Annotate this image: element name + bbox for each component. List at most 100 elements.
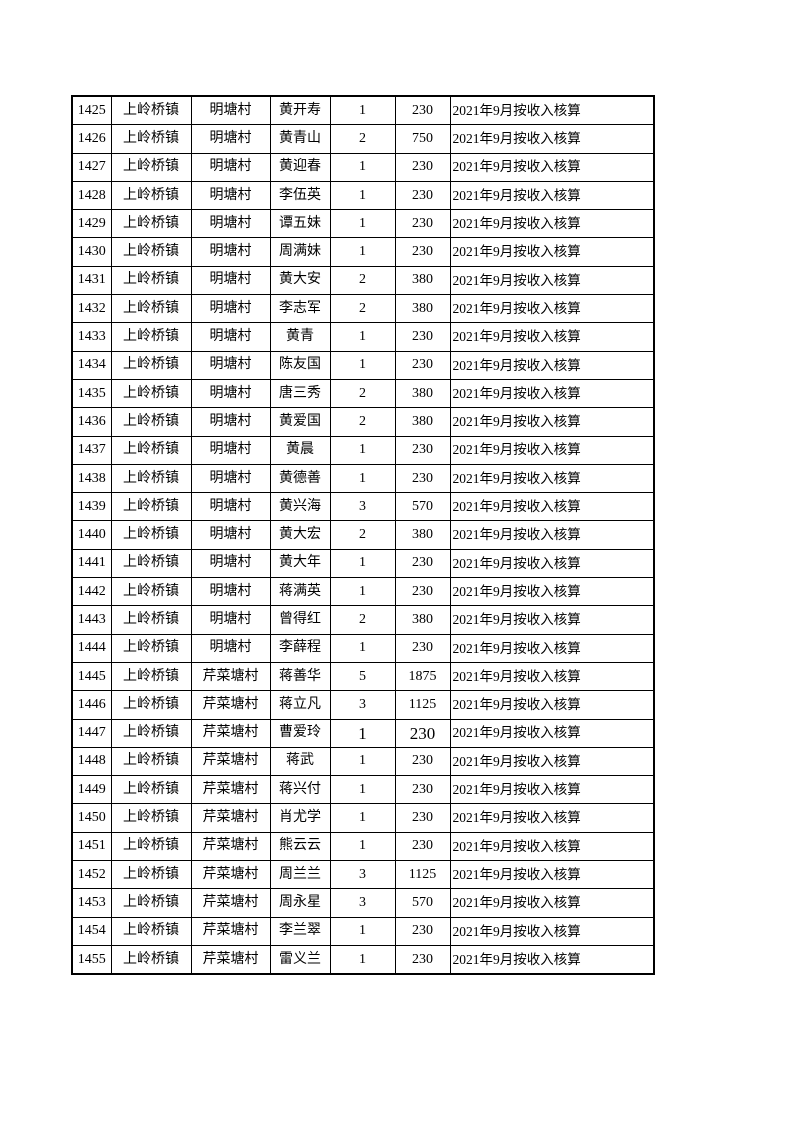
- cell-count: 1: [329, 463, 396, 494]
- cell-village: 明塘村: [190, 180, 271, 211]
- cell-town: 上岭桥镇: [110, 237, 192, 267]
- cell-count: 2: [329, 265, 396, 296]
- cell-village: 明塘村: [190, 95, 271, 126]
- table-row: 1437 上岭桥镇 明塘村 黄晨 1 230 2021年9月按收入核算: [71, 435, 655, 465]
- table-row: 1450 上岭桥镇 芹菜塘村 肖尤学 1 230 2021年9月按收入核算: [71, 803, 655, 833]
- cell-name: 蒋兴付: [269, 775, 331, 805]
- cell-name: 蒋武: [269, 746, 331, 777]
- table-row: 1440 上岭桥镇 明塘村 黄大宏 2 380 2021年9月按收入核算: [71, 520, 655, 550]
- cell-town: 上岭桥镇: [110, 265, 192, 296]
- cell-name: 蒋立凡: [269, 690, 331, 720]
- cell-village: 芹菜塘村: [190, 803, 271, 833]
- cell-note: 2021年9月按收入核算: [449, 888, 655, 918]
- table-row: 1432 上岭桥镇 明塘村 李志军 2 380 2021年9月按收入核算: [71, 294, 655, 324]
- cell-amount: 230: [394, 435, 451, 465]
- cell-name: 黄大年: [269, 548, 331, 579]
- cell-id: 1453: [71, 888, 112, 918]
- cell-id: 1450: [71, 803, 112, 833]
- cell-name: 黄晨: [269, 435, 331, 465]
- cell-amount: 570: [394, 492, 451, 522]
- cell-town: 上岭桥镇: [110, 350, 192, 380]
- cell-id: 1454: [71, 916, 112, 946]
- cell-amount: 230: [394, 803, 451, 833]
- cell-town: 上岭桥镇: [110, 520, 192, 550]
- cell-count: 3: [329, 492, 396, 522]
- cell-amount: 230: [394, 180, 451, 211]
- cell-note: 2021年9月按收入核算: [449, 378, 655, 409]
- cell-amount: 230: [394, 152, 451, 182]
- cell-note: 2021年9月按收入核算: [449, 350, 655, 380]
- cell-village: 明塘村: [190, 237, 271, 267]
- cell-note: 2021年9月按收入核算: [449, 831, 655, 862]
- cell-id: 1426: [71, 124, 112, 154]
- cell-town: 上岭桥镇: [110, 860, 192, 890]
- cell-town: 上岭桥镇: [110, 180, 192, 211]
- cell-id: 1439: [71, 492, 112, 522]
- cell-village: 明塘村: [190, 322, 271, 352]
- cell-note: 2021年9月按收入核算: [449, 605, 655, 635]
- cell-note: 2021年9月按收入核算: [449, 520, 655, 550]
- cell-count: 2: [329, 520, 396, 550]
- cell-count: 1: [329, 548, 396, 579]
- cell-village: 芹菜塘村: [190, 775, 271, 805]
- cell-village: 芹菜塘村: [190, 661, 271, 692]
- cell-name: 唐三秀: [269, 378, 331, 409]
- cell-count: 1: [329, 633, 396, 663]
- cell-name: 李伍英: [269, 180, 331, 211]
- cell-village: 芹菜塘村: [190, 860, 271, 890]
- cell-note: 2021年9月按收入核算: [449, 152, 655, 182]
- table-row: 1453 上岭桥镇 芹菜塘村 周永星 3 570 2021年9月按收入核算: [71, 888, 655, 918]
- cell-count: 1: [329, 718, 396, 748]
- cell-id: 1433: [71, 322, 112, 352]
- cell-amount: 230: [394, 577, 451, 607]
- cell-village: 明塘村: [190, 294, 271, 324]
- cell-note: 2021年9月按收入核算: [449, 209, 655, 239]
- cell-note: 2021年9月按收入核算: [449, 775, 655, 805]
- cell-name: 周兰兰: [269, 860, 331, 890]
- cell-amount: 230: [394, 916, 451, 946]
- cell-village: 明塘村: [190, 435, 271, 465]
- cell-amount: 230: [394, 209, 451, 239]
- cell-town: 上岭桥镇: [110, 888, 192, 918]
- cell-village: 明塘村: [190, 577, 271, 607]
- cell-amount: 230: [394, 746, 451, 777]
- cell-name: 黄青山: [269, 124, 331, 154]
- cell-note: 2021年9月按收入核算: [449, 633, 655, 663]
- cell-amount: 230: [394, 548, 451, 579]
- cell-count: 3: [329, 860, 396, 890]
- cell-count: 1: [329, 775, 396, 805]
- table-row: 1447 上岭桥镇 芹菜塘村 曹爱玲 1 230 2021年9月按收入核算: [71, 718, 655, 748]
- cell-id: 1449: [71, 775, 112, 805]
- cell-amount: 230: [394, 831, 451, 862]
- cell-name: 谭五妹: [269, 209, 331, 239]
- cell-village: 明塘村: [190, 152, 271, 182]
- cell-town: 上岭桥镇: [110, 944, 192, 975]
- cell-name: 黄迎春: [269, 152, 331, 182]
- cell-id: 1443: [71, 605, 112, 635]
- cell-amount: 380: [394, 605, 451, 635]
- cell-village: 明塘村: [190, 350, 271, 380]
- cell-town: 上岭桥镇: [110, 916, 192, 946]
- cell-amount: 230: [394, 718, 451, 748]
- cell-id: 1430: [71, 237, 112, 267]
- cell-note: 2021年9月按收入核算: [449, 407, 655, 437]
- cell-town: 上岭桥镇: [110, 718, 192, 748]
- table-row: 1435 上岭桥镇 明塘村 唐三秀 2 380 2021年9月按收入核算: [71, 378, 655, 409]
- table-row: 1429 上岭桥镇 明塘村 谭五妹 1 230 2021年9月按收入核算: [71, 209, 655, 239]
- cell-village: 明塘村: [190, 265, 271, 296]
- cell-name: 肖尤学: [269, 803, 331, 833]
- cell-count: 3: [329, 888, 396, 918]
- cell-note: 2021年9月按收入核算: [449, 944, 655, 975]
- cell-count: 1: [329, 237, 396, 267]
- cell-count: 2: [329, 605, 396, 635]
- cell-amount: 380: [394, 520, 451, 550]
- cell-amount: 750: [394, 124, 451, 154]
- cell-id: 1446: [71, 690, 112, 720]
- cell-note: 2021年9月按收入核算: [449, 916, 655, 946]
- table-row: 1436 上岭桥镇 明塘村 黄爱国 2 380 2021年9月按收入核算: [71, 407, 655, 437]
- table-row: 1443 上岭桥镇 明塘村 曾得红 2 380 2021年9月按收入核算: [71, 605, 655, 635]
- cell-name: 雷义兰: [269, 944, 331, 975]
- cell-name: 蒋善华: [269, 661, 331, 692]
- cell-note: 2021年9月按收入核算: [449, 548, 655, 579]
- cell-note: 2021年9月按收入核算: [449, 180, 655, 211]
